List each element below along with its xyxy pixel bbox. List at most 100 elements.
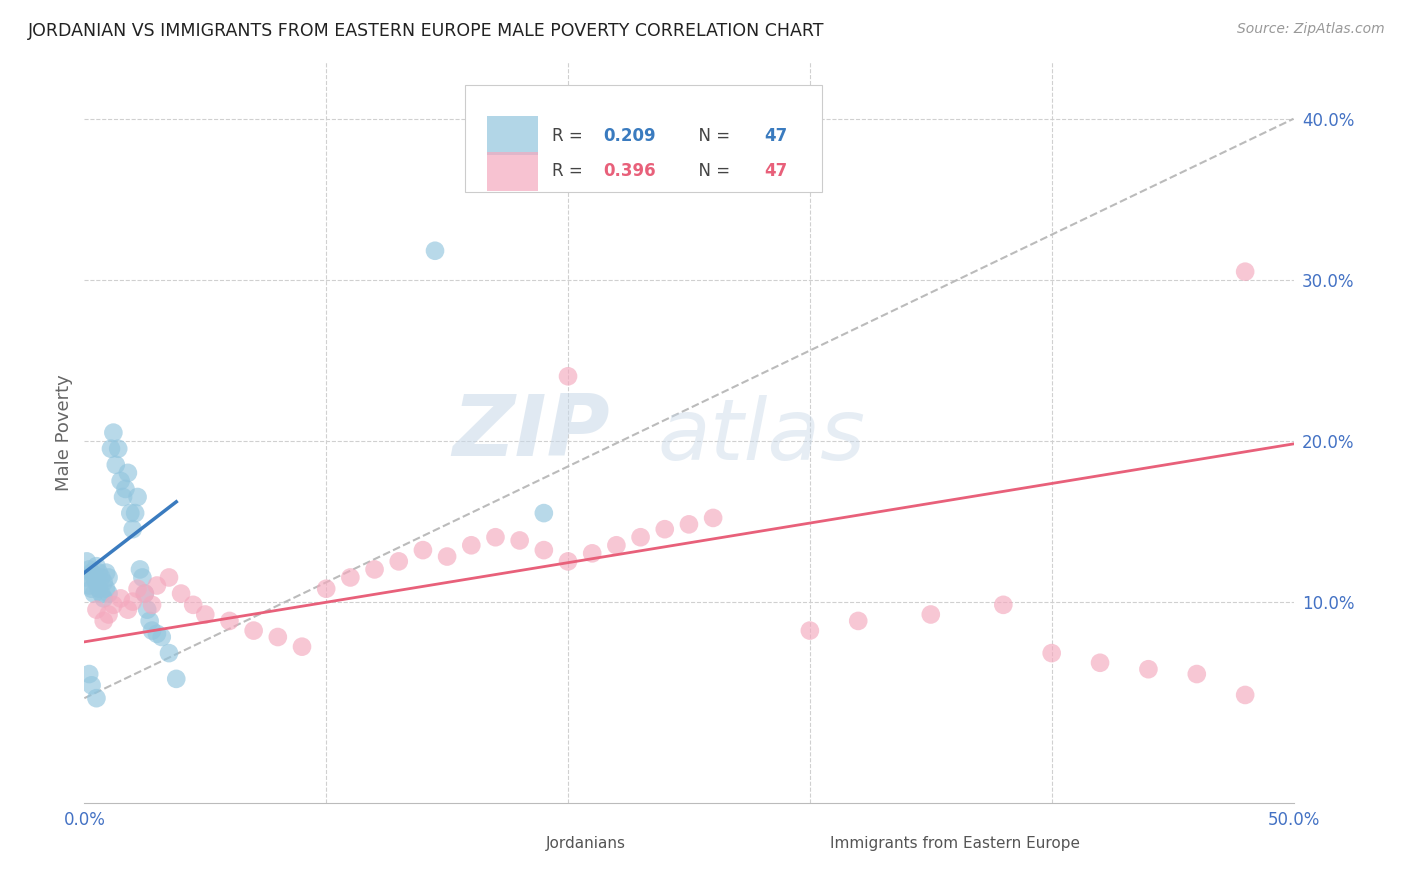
Point bbox=[93, 575, 115, 590]
Point bbox=[678, 517, 700, 532]
Point bbox=[90, 570, 112, 584]
Point bbox=[103, 598, 125, 612]
Point bbox=[120, 506, 142, 520]
Point bbox=[110, 474, 132, 488]
Text: Immigrants from Eastern Europe: Immigrants from Eastern Europe bbox=[831, 836, 1080, 851]
Y-axis label: Male Poverty: Male Poverty bbox=[55, 375, 73, 491]
Text: Source: ZipAtlas.com: Source: ZipAtlas.com bbox=[1237, 22, 1385, 37]
Point bbox=[484, 530, 506, 544]
Text: 47: 47 bbox=[763, 127, 787, 145]
Point bbox=[117, 602, 139, 616]
Point bbox=[76, 554, 98, 568]
Point bbox=[165, 672, 187, 686]
Point bbox=[76, 570, 98, 584]
Point bbox=[124, 506, 146, 520]
FancyBboxPatch shape bbox=[465, 85, 823, 192]
Point bbox=[533, 543, 555, 558]
Point bbox=[93, 591, 115, 606]
Point bbox=[1234, 265, 1257, 279]
Point bbox=[557, 369, 579, 384]
Point bbox=[423, 244, 446, 258]
Point bbox=[1088, 656, 1111, 670]
Bar bbox=[486, 152, 538, 191]
Point bbox=[291, 640, 314, 654]
Point bbox=[90, 586, 112, 600]
Point bbox=[799, 624, 821, 638]
Point bbox=[94, 582, 117, 596]
Point bbox=[157, 570, 180, 584]
Text: N =: N = bbox=[688, 127, 735, 145]
Point bbox=[97, 570, 120, 584]
Bar bbox=[486, 117, 538, 155]
Point bbox=[388, 554, 411, 568]
Text: ZIP: ZIP bbox=[453, 391, 610, 475]
Point bbox=[993, 598, 1015, 612]
Point bbox=[315, 582, 337, 596]
Point bbox=[100, 442, 122, 456]
Point bbox=[77, 578, 100, 592]
Point bbox=[363, 562, 385, 576]
Text: 0.209: 0.209 bbox=[603, 127, 655, 145]
Point bbox=[846, 614, 869, 628]
Point bbox=[112, 490, 135, 504]
Point bbox=[77, 667, 100, 681]
Point bbox=[117, 466, 139, 480]
Point bbox=[136, 602, 159, 616]
Point bbox=[77, 562, 100, 576]
Point bbox=[412, 543, 434, 558]
Point bbox=[107, 442, 129, 456]
Point bbox=[83, 586, 105, 600]
Point bbox=[1040, 646, 1063, 660]
Point bbox=[80, 582, 103, 596]
Text: R =: R = bbox=[553, 162, 588, 180]
Point bbox=[138, 614, 160, 628]
Point bbox=[218, 614, 240, 628]
Point bbox=[1137, 662, 1160, 676]
Point bbox=[242, 624, 264, 638]
Text: JORDANIAN VS IMMIGRANTS FROM EASTERN EUROPE MALE POVERTY CORRELATION CHART: JORDANIAN VS IMMIGRANTS FROM EASTERN EUR… bbox=[28, 22, 825, 40]
Point bbox=[80, 566, 103, 580]
Bar bbox=[780, 829, 815, 858]
Point bbox=[127, 582, 149, 596]
Point bbox=[181, 598, 204, 612]
Point bbox=[134, 586, 156, 600]
Text: Jordanians: Jordanians bbox=[547, 836, 626, 851]
Point bbox=[94, 566, 117, 580]
Point bbox=[170, 586, 193, 600]
Point bbox=[103, 425, 125, 440]
Point bbox=[1185, 667, 1208, 681]
Point bbox=[121, 522, 143, 536]
Point bbox=[605, 538, 627, 552]
Point bbox=[97, 586, 120, 600]
Point bbox=[702, 511, 724, 525]
Point bbox=[436, 549, 458, 564]
Bar bbox=[495, 829, 531, 858]
Point bbox=[114, 482, 136, 496]
Point bbox=[1234, 688, 1257, 702]
Point bbox=[557, 554, 579, 568]
Point bbox=[460, 538, 482, 552]
Point bbox=[80, 678, 103, 692]
Point bbox=[86, 602, 108, 616]
Point bbox=[86, 691, 108, 706]
Point bbox=[87, 566, 110, 580]
Point bbox=[131, 570, 153, 584]
Point bbox=[146, 578, 169, 592]
Text: N =: N = bbox=[688, 162, 735, 180]
Point bbox=[581, 546, 603, 560]
Point bbox=[141, 598, 163, 612]
Point bbox=[134, 586, 156, 600]
Point bbox=[630, 530, 652, 544]
Point bbox=[87, 582, 110, 596]
Point bbox=[194, 607, 217, 622]
Point bbox=[86, 559, 108, 574]
Text: 0.396: 0.396 bbox=[603, 162, 655, 180]
Text: 47: 47 bbox=[763, 162, 787, 180]
Point bbox=[533, 506, 555, 520]
Point bbox=[920, 607, 942, 622]
Point bbox=[110, 591, 132, 606]
Point bbox=[141, 624, 163, 638]
Point bbox=[104, 458, 127, 472]
Point bbox=[129, 562, 152, 576]
Point bbox=[267, 630, 290, 644]
